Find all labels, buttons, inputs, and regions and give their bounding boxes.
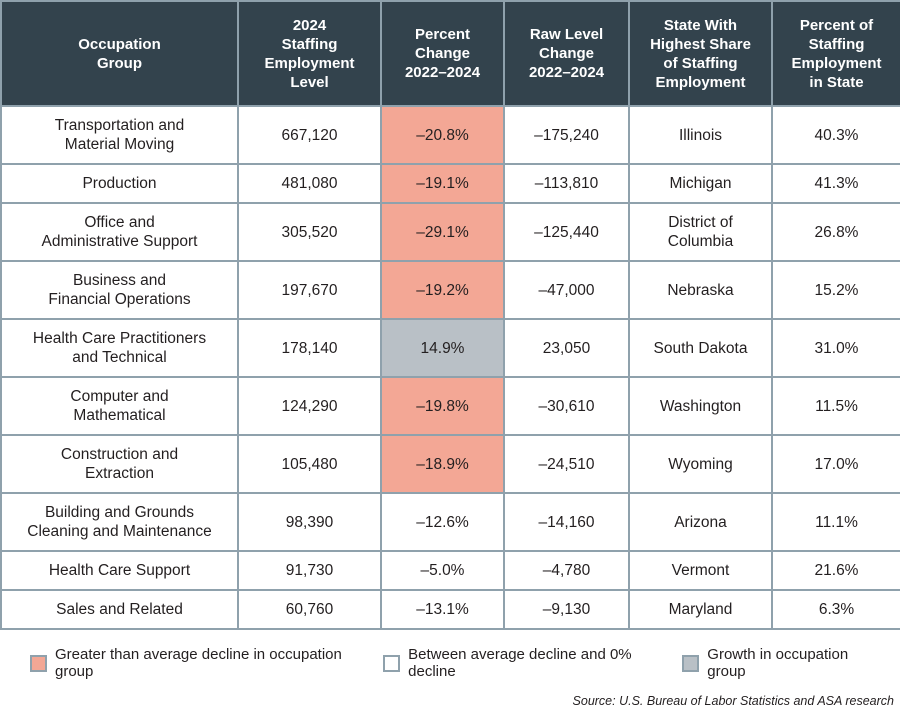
table-row: Office and Administrative Support 305,520… <box>0 202 900 262</box>
employment-level-cell: 91,730 <box>237 550 382 591</box>
table-body: Transportation and Material Moving 667,12… <box>0 105 900 630</box>
column-header-state-highest-share: State With Highest Share of Staffing Emp… <box>628 0 773 107</box>
state-cell: Wyoming <box>628 434 773 494</box>
percent-in-state-cell: 26.8% <box>771 202 900 262</box>
occupation-cell: Sales and Related <box>0 589 239 630</box>
state-cell: Nebraska <box>628 260 773 320</box>
raw-change-cell: –4,780 <box>503 550 630 591</box>
occupation-cell: Transportation and Material Moving <box>0 105 239 165</box>
table-row: Construction and Extraction 105,480 –18.9%… <box>0 434 900 494</box>
raw-change-cell: –175,240 <box>503 105 630 165</box>
table-row: Business and Financial Operations 197,670… <box>0 260 900 320</box>
percent-change-cell: –19.2% <box>380 260 505 320</box>
state-cell: District of Columbia <box>628 202 773 262</box>
state-cell: South Dakota <box>628 318 773 378</box>
employment-level-cell: 60,760 <box>237 589 382 630</box>
percent-change-cell: 14.9% <box>380 318 505 378</box>
percent-change-cell: –19.8% <box>380 376 505 436</box>
employment-level-cell: 305,520 <box>237 202 382 262</box>
occupation-cell: Health Care Support <box>0 550 239 591</box>
legend-label: Greater than average decline in occupati… <box>55 646 342 680</box>
legend: Greater than average decline in occupati… <box>0 630 900 680</box>
table-row: Sales and Related 60,760 –13.1% –9,130 Maryl… <box>0 589 900 630</box>
percent-in-state-cell: 6.3% <box>771 589 900 630</box>
state-cell: Illinois <box>628 105 773 165</box>
percent-change-cell: –19.1% <box>380 163 505 204</box>
percent-change-cell: –20.8% <box>380 105 505 165</box>
table-row: Computer and Mathematical 124,290 –19.8% –3… <box>0 376 900 436</box>
header-row: Occupation Group 2024 Staffing Employmen… <box>0 0 900 107</box>
pink-swatch-icon <box>30 654 47 672</box>
percent-in-state-cell: 11.5% <box>771 376 900 436</box>
white-swatch-icon <box>383 654 401 672</box>
raw-change-cell: –125,440 <box>503 202 630 262</box>
column-header-raw-level-change: Raw Level Change 2022–2024 <box>503 0 630 107</box>
employment-level-cell: 178,140 <box>237 318 382 378</box>
state-cell: Arizona <box>628 492 773 552</box>
table-row: Transportation and Material Moving 667,12… <box>0 105 900 165</box>
raw-change-cell: 23,050 <box>503 318 630 378</box>
legend-label: Growth in occupation group <box>707 646 849 680</box>
legend-label: Between average decline and 0% decline <box>408 646 632 680</box>
table-row: Health Care Support 91,730 –5.0% –4,780 Verm… <box>0 550 900 591</box>
occupation-staffing-table: Occupation Group 2024 Staffing Employmen… <box>0 0 900 630</box>
legend-item-growth: Growth in occupation group <box>682 646 890 680</box>
occupation-cell: Health Care Practitioners and Technical <box>0 318 239 378</box>
legend-item-greater-decline: Greater than average decline in occupati… <box>30 646 383 680</box>
raw-change-cell: –9,130 <box>503 589 630 630</box>
table-row: Production 481,080 –19.1% –113,810 Michigan 4… <box>0 163 900 204</box>
employment-level-cell: 197,670 <box>237 260 382 320</box>
percent-change-cell: –29.1% <box>380 202 505 262</box>
employment-level-cell: 667,120 <box>237 105 382 165</box>
raw-change-cell: –47,000 <box>503 260 630 320</box>
percent-change-cell: –13.1% <box>380 589 505 630</box>
source-citation: Source: U.S. Bureau of Labor Statistics … <box>572 694 894 708</box>
percent-in-state-cell: 31.0% <box>771 318 900 378</box>
table-header: Occupation Group 2024 Staffing Employmen… <box>0 0 900 107</box>
occupation-cell: Construction and Extraction <box>0 434 239 494</box>
percent-in-state-cell: 21.6% <box>771 550 900 591</box>
employment-level-cell: 105,480 <box>237 434 382 494</box>
gray-swatch-icon <box>682 654 700 672</box>
state-cell: Michigan <box>628 163 773 204</box>
legend-item-between-decline: Between average decline and 0% decline <box>383 646 682 680</box>
percent-change-cell: –5.0% <box>380 550 505 591</box>
column-header-occupation-group: Occupation Group <box>0 0 239 107</box>
column-header-employment-level: 2024 Staffing Employment Level <box>237 0 382 107</box>
occupation-cell: Business and Financial Operations <box>0 260 239 320</box>
column-header-percent-in-state: Percent of Staffing Employment in State <box>771 0 900 107</box>
percent-in-state-cell: 11.1% <box>771 492 900 552</box>
occupation-cell: Building and Grounds Cleaning and Mainte… <box>0 492 239 552</box>
percent-in-state-cell: 40.3% <box>771 105 900 165</box>
raw-change-cell: –30,610 <box>503 376 630 436</box>
percent-in-state-cell: 15.2% <box>771 260 900 320</box>
state-cell: Washington <box>628 376 773 436</box>
employment-level-cell: 98,390 <box>237 492 382 552</box>
table-row: Building and Grounds Cleaning and Mainte… <box>0 492 900 552</box>
employment-level-cell: 481,080 <box>237 163 382 204</box>
percent-change-cell: –12.6% <box>380 492 505 552</box>
employment-level-cell: 124,290 <box>237 376 382 436</box>
percent-in-state-cell: 41.3% <box>771 163 900 204</box>
raw-change-cell: –14,160 <box>503 492 630 552</box>
raw-change-cell: –24,510 <box>503 434 630 494</box>
raw-change-cell: –113,810 <box>503 163 630 204</box>
percent-in-state-cell: 17.0% <box>771 434 900 494</box>
percent-change-cell: –18.9% <box>380 434 505 494</box>
occupation-cell: Office and Administrative Support <box>0 202 239 262</box>
occupation-cell: Computer and Mathematical <box>0 376 239 436</box>
column-header-percent-change: Percent Change 2022–2024 <box>380 0 505 107</box>
occupation-cell: Production <box>0 163 239 204</box>
state-cell: Maryland <box>628 589 773 630</box>
table-row: Health Care Practitioners and Technical 1… <box>0 318 900 378</box>
state-cell: Vermont <box>628 550 773 591</box>
